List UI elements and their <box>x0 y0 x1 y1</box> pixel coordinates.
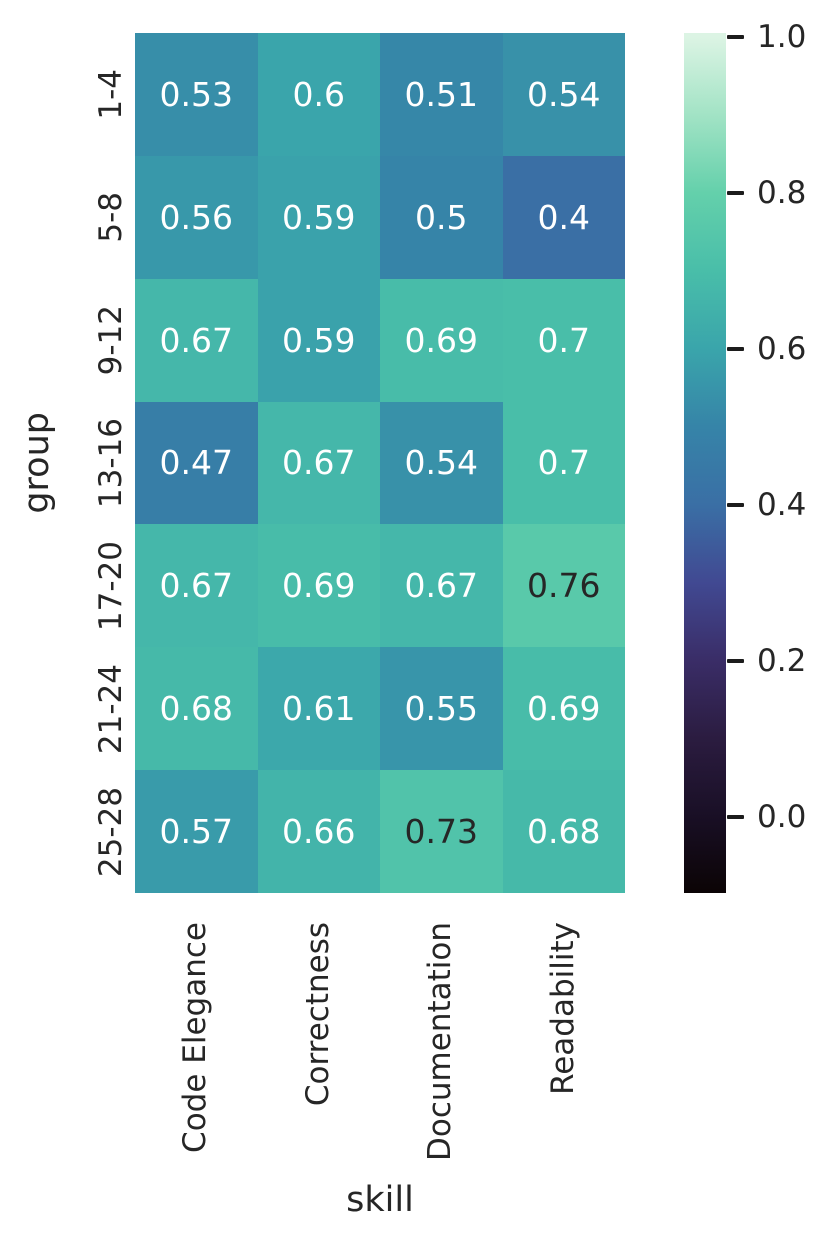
heatmap-cell: 0.69 <box>502 647 625 771</box>
colorbar-tick-label: 0.8 <box>757 174 807 211</box>
colorbar-tick-label: 0.0 <box>757 798 807 835</box>
cell-value: 0.57 <box>159 812 233 852</box>
colorbar-tick-mark <box>727 34 744 39</box>
cell-value: 0.7 <box>537 320 590 360</box>
x-tick: Correctness <box>258 922 381 1174</box>
colorbar-tick-mark <box>727 346 744 351</box>
colorbar <box>684 33 726 893</box>
heatmap-cell: 0.67 <box>257 401 380 525</box>
x-tick-label: Code Elegance <box>177 922 214 1153</box>
heatmap-cell: 0.61 <box>257 647 380 771</box>
y-tick: 21-24 <box>78 647 130 770</box>
heatmap-cell: 0.5 <box>380 155 503 279</box>
colorbar-tick-mark <box>727 814 744 819</box>
colorbar-tick-label: 0.4 <box>757 486 807 523</box>
x-tick-label: Readability <box>544 922 581 1095</box>
heatmap-cell: 0.4 <box>502 155 625 279</box>
heatmap-cell: 0.68 <box>502 770 625 893</box>
heatmap-cell: 0.56 <box>135 155 258 279</box>
y-tick: 5-8 <box>78 156 130 279</box>
heatmap-cell: 0.47 <box>135 401 258 525</box>
cell-value: 0.61 <box>282 689 356 729</box>
x-tick: Documentation <box>380 922 503 1174</box>
heatmap-cell: 0.54 <box>380 401 503 525</box>
cell-value: 0.53 <box>159 74 233 114</box>
cell-value: 0.54 <box>527 74 601 114</box>
y-tick-label: 17-20 <box>93 540 130 631</box>
cell-value: 0.69 <box>282 566 356 606</box>
colorbar-tick-label: 1.0 <box>757 18 807 55</box>
x-tick: Readability <box>503 922 626 1174</box>
heatmap-cell: 0.59 <box>257 278 380 402</box>
y-tick: 1-4 <box>78 33 130 156</box>
cell-value: 0.67 <box>159 320 233 360</box>
y-axis-label-wrap: group <box>12 33 62 893</box>
y-tick: 17-20 <box>78 524 130 647</box>
cell-value: 0.59 <box>282 197 356 237</box>
cell-value: 0.4 <box>537 197 590 237</box>
cell-value: 0.69 <box>527 689 601 729</box>
heatmap-cell: 0.51 <box>380 33 503 156</box>
y-tick: 25-28 <box>78 770 130 893</box>
heatmap-grid: 0.53 0.6 0.51 0.54 0.56 0.59 0.5 0.4 0.67 0.59 0.6… <box>135 33 625 893</box>
colorbar-tick-mark <box>727 190 744 195</box>
cell-value: 0.54 <box>404 443 478 483</box>
cell-value: 0.76 <box>527 566 601 606</box>
cell-value: 0.67 <box>159 566 233 606</box>
colorbar-tick-mark <box>727 658 744 663</box>
cell-value: 0.73 <box>404 812 478 852</box>
heatmap-cell: 0.6 <box>257 33 380 156</box>
y-tick-label: 5-8 <box>93 191 130 243</box>
y-tick-label: 9-12 <box>93 304 130 376</box>
cell-value: 0.69 <box>404 320 478 360</box>
x-axis-tick-labels: Code Elegance Correctness Documentation Rea… <box>135 922 625 1174</box>
cell-value: 0.67 <box>404 566 478 606</box>
heatmap-cell: 0.69 <box>257 524 380 648</box>
heatmap-cell: 0.53 <box>135 33 258 156</box>
y-tick: 13-16 <box>78 402 130 525</box>
heatmap-cell: 0.67 <box>380 524 503 648</box>
x-tick: Code Elegance <box>135 922 258 1174</box>
heatmap-cell: 0.66 <box>257 770 380 893</box>
heatmap-cell: 0.7 <box>502 401 625 525</box>
cell-value: 0.67 <box>282 443 356 483</box>
colorbar-tick-mark <box>727 502 744 507</box>
y-axis-tick-labels: 1-4 5-8 9-12 13-16 17-20 21-24 25-28 <box>78 33 130 893</box>
heatmap-cell: 0.54 <box>502 33 625 156</box>
colorbar-tick-label: 0.2 <box>757 642 807 679</box>
heatmap-cell: 0.55 <box>380 647 503 771</box>
heatmap-cell: 0.67 <box>135 524 258 648</box>
cell-value: 0.59 <box>282 320 356 360</box>
cell-value: 0.7 <box>537 443 590 483</box>
heatmap-cell: 0.76 <box>502 524 625 648</box>
heatmap-cell: 0.67 <box>135 278 258 402</box>
x-tick-label: Correctness <box>299 922 336 1107</box>
heatmap-cell: 0.69 <box>380 278 503 402</box>
y-tick: 9-12 <box>78 279 130 402</box>
heatmap-cell: 0.68 <box>135 647 258 771</box>
cell-value: 0.66 <box>282 812 356 852</box>
colorbar-tick-label: 0.6 <box>757 330 807 367</box>
cell-value: 0.51 <box>404 74 478 114</box>
cell-value: 0.6 <box>292 74 345 114</box>
heatmap-cell: 0.7 <box>502 278 625 402</box>
cell-value: 0.56 <box>159 197 233 237</box>
cell-value: 0.55 <box>404 689 478 729</box>
x-tick-label: Documentation <box>422 922 459 1161</box>
cell-value: 0.47 <box>159 443 233 483</box>
heatmap-cell: 0.59 <box>257 155 380 279</box>
y-tick-label: 21-24 <box>93 663 130 754</box>
cell-value: 0.68 <box>159 689 233 729</box>
y-tick-label: 25-28 <box>93 786 130 877</box>
x-axis-label: skill <box>346 1180 414 1220</box>
heatmap-cell: 0.57 <box>135 770 258 893</box>
cell-value: 0.68 <box>527 812 601 852</box>
heatmap-cell: 0.73 <box>380 770 503 893</box>
y-tick-label: 13-16 <box>93 417 130 509</box>
y-axis-label: group <box>16 412 57 514</box>
y-tick-label: 1-4 <box>93 69 130 120</box>
cell-value: 0.5 <box>415 197 468 237</box>
